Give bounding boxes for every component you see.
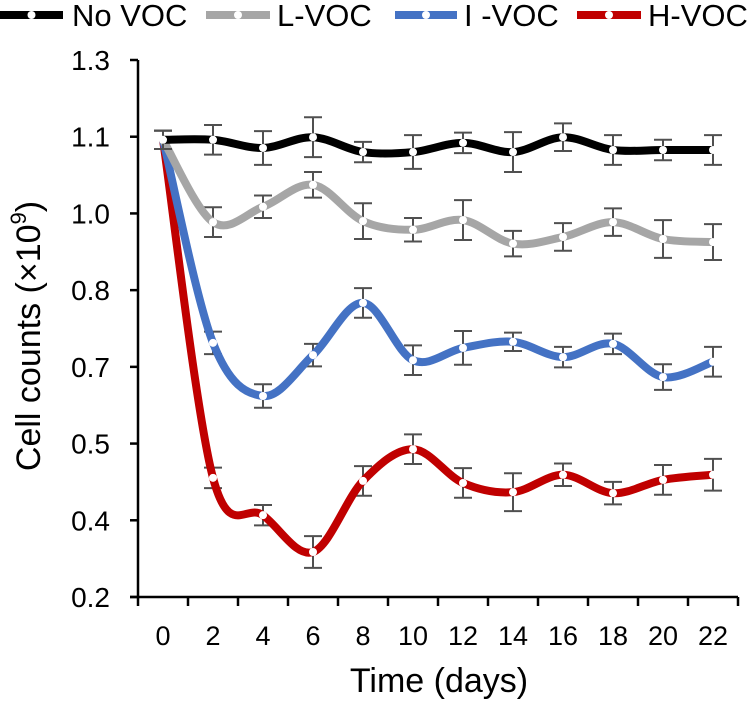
- legend-label: L-VOC: [277, 0, 372, 33]
- y-tick-label: 0.4: [71, 505, 110, 536]
- x-tick-label: 22: [698, 621, 728, 651]
- data-point: [459, 478, 467, 487]
- y-tick-label: 1.0: [71, 198, 110, 229]
- data-point: [309, 133, 317, 142]
- data-point: [409, 445, 417, 454]
- data-point: [309, 180, 317, 189]
- data-point: [609, 489, 617, 498]
- legend-label: No VOC: [72, 0, 187, 33]
- data-point: [409, 148, 417, 157]
- x-tick-label: 6: [305, 621, 320, 651]
- axes: 0.2 0.4 0.5 0.7 0.8 1.0 1.1 1.3 0 2 4 6 8 10 12 14 16 18…: [71, 45, 740, 651]
- data-point: [609, 218, 617, 227]
- y-tick-label: 0.8: [71, 275, 110, 306]
- data-point: [509, 337, 517, 346]
- data-point: [209, 218, 217, 227]
- y-axis-title-text: Cell counts (×10: [10, 224, 48, 471]
- y-axis-title: Cell counts (×109): [6, 201, 48, 471]
- x-axis-title: Time (days): [350, 662, 528, 700]
- data-point: [259, 202, 267, 211]
- data-point: [709, 357, 717, 366]
- series-l-voc: [154, 129, 722, 261]
- y-tick-label: 1.1: [71, 122, 110, 153]
- data-point: [209, 338, 217, 347]
- y-axis-title-superscript: 9: [6, 212, 31, 224]
- data-point: [709, 146, 717, 155]
- data-point: [659, 146, 667, 155]
- series-no-voc: [154, 116, 722, 174]
- data-point: [509, 488, 517, 497]
- data-point: [259, 511, 267, 520]
- data-point: [159, 135, 167, 144]
- data-point: [259, 392, 267, 401]
- data-point: [659, 475, 667, 484]
- data-point: [609, 339, 617, 348]
- legend-label: H-VOC: [648, 0, 747, 33]
- data-point: [459, 216, 467, 225]
- legend-label: I -VOC: [464, 0, 559, 33]
- data-point: [359, 476, 367, 485]
- data-point: [509, 239, 517, 248]
- data-point: [359, 217, 367, 226]
- data-point: [309, 351, 317, 360]
- series-line: [159, 138, 715, 401]
- y-tick-label: 0.5: [71, 429, 110, 460]
- data-point: [709, 470, 717, 479]
- y-tick-label: 0.7: [71, 352, 110, 383]
- data-point: [559, 232, 567, 241]
- data-point: [209, 473, 217, 482]
- data-point: [659, 373, 667, 382]
- series-line: [159, 139, 714, 557]
- data-point: [409, 356, 417, 365]
- legend-item: L-VOC: [206, 0, 372, 33]
- data-point: [659, 235, 667, 243]
- legend-marker: [422, 11, 430, 19]
- y-axis-title-suffix: ): [10, 201, 48, 212]
- series-line: [162, 133, 713, 158]
- x-tick-label: 16: [548, 621, 578, 651]
- data-point: [409, 225, 417, 234]
- plot-area: [154, 116, 722, 569]
- series-i-voc: [154, 129, 722, 409]
- series-line: [159, 137, 714, 249]
- y-tick-label: 0.2: [71, 582, 110, 613]
- data-point: [259, 143, 267, 152]
- data-point: [709, 238, 717, 247]
- data-point: [209, 135, 217, 144]
- x-ticks: 0 2 4 6 8 10 12 14 16 18 20 22: [136, 597, 740, 651]
- x-tick-label: 18: [598, 621, 628, 651]
- data-point: [359, 298, 367, 307]
- data-point: [559, 353, 567, 362]
- legend-marker: [605, 11, 613, 19]
- x-tick-label: 0: [155, 621, 170, 651]
- legend-marker: [234, 11, 242, 19]
- y-ticks: 0.2 0.4 0.5 0.7 0.8 1.0 1.1 1.3: [71, 45, 138, 613]
- x-tick-label: 14: [498, 621, 528, 651]
- data-point: [559, 470, 567, 479]
- x-tick-label: 8: [355, 621, 370, 651]
- x-tick-label: 12: [448, 621, 478, 651]
- y-tick-label: 1.3: [71, 45, 110, 76]
- legend: No VOC L-VOC I -VOC H-VOC: [0, 0, 747, 33]
- data-point: [359, 148, 367, 157]
- data-point: [509, 148, 517, 157]
- x-tick-label: 4: [255, 621, 270, 651]
- legend-item: No VOC: [0, 0, 187, 33]
- data-point: [309, 547, 317, 556]
- legend-item: H-VOC: [577, 0, 747, 33]
- legend-marker: [27, 11, 36, 19]
- x-tick-label: 2: [205, 621, 220, 651]
- legend-item: I -VOC: [395, 0, 559, 33]
- x-tick-label: 20: [648, 621, 678, 651]
- data-point: [459, 138, 467, 147]
- data-point: [559, 133, 567, 142]
- series-h-voc: [154, 129, 722, 569]
- data-point: [459, 343, 467, 352]
- data-point: [609, 146, 617, 155]
- x-tick-label: 10: [398, 621, 428, 651]
